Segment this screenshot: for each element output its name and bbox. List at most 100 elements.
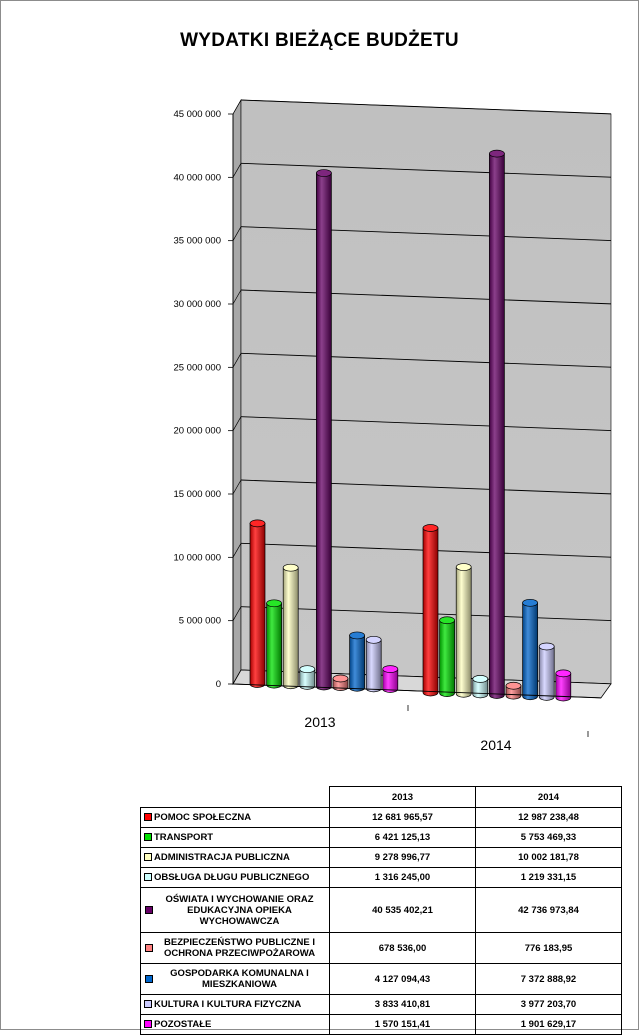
bar-top [249, 519, 266, 528]
bar-body [365, 639, 382, 693]
bar-3-2014 [472, 675, 489, 699]
legend-swatch [144, 873, 152, 882]
y-axis: 0 5 000 000 10 000 000 15 000 000 20 000 000… [173, 109, 234, 690]
value-cell-2014: 42 736 973,84 [475, 887, 622, 933]
gridline [240, 416, 612, 431]
legend-label: POMOC SPOŁECZNA [154, 811, 252, 823]
gridline [240, 289, 612, 305]
value-cell-2013: 1 570 151,41 [329, 1014, 476, 1035]
table-row: KULTURA I KULTURA FIZYCZNA 3 833 410,81 3 … [140, 994, 622, 1015]
legend-cell: TRANSPORT [140, 827, 330, 848]
bar-top [365, 635, 382, 644]
legend-label: OŚWIATA I WYCHOWANIE ORAZ EDUKACYJNA OPI… [165, 893, 314, 927]
gridline-side [232, 479, 242, 495]
table-header-2014: 2014 [475, 786, 622, 808]
gridline-side [232, 543, 242, 558]
value-cell-2013: 678 536,00 [329, 932, 476, 964]
legend-label: KULTURA I KULTURA FIZYCZNA [154, 998, 302, 1010]
legend-cell: ADMINISTRACJA PUBLICZNA [140, 847, 330, 868]
bar-body [522, 602, 538, 701]
y-tick-label: 35 000 000 [173, 236, 221, 247]
value-cell-2013: 3 833 410,81 [329, 994, 476, 1015]
bar-body [349, 635, 365, 692]
gridline-side [232, 606, 242, 621]
bar-8-2013 [382, 665, 399, 693]
gridline-side [232, 226, 242, 241]
x-category-label: 2013 [304, 714, 335, 730]
bar-top [439, 616, 455, 625]
table-row: POZOSTAŁE 1 570 151,41 1 901 629,17 [140, 1014, 622, 1035]
bar-top [316, 169, 332, 177]
y-tick-label: 20 000 000 [173, 426, 221, 437]
bar-top [455, 563, 472, 571]
bar-4-2014 [489, 149, 505, 699]
bar-7-2013 [365, 635, 382, 693]
gridline [240, 226, 612, 241]
bar-top [266, 599, 282, 608]
legend-cell: POZOSTAŁE [140, 1014, 330, 1035]
bar-top [555, 669, 572, 678]
legend-cell: KULTURA I KULTURA FIZYCZNA [140, 994, 330, 1015]
value-cell-2014: 7 372 888,92 [475, 963, 622, 995]
y-tick-label: 10 000 000 [173, 552, 221, 563]
bar-body [316, 172, 332, 691]
bar-body [538, 646, 555, 701]
table-row: OBSŁUGA DŁUGU PUBLICZNEGO 1 316 245,00 1 2… [140, 867, 622, 888]
gridline [240, 162, 612, 178]
bar-top [422, 524, 439, 532]
bars [249, 149, 572, 702]
bar-body [555, 673, 572, 702]
legend-cell: OŚWIATA I WYCHOWANIE ORAZ EDUKACYJNA OPI… [140, 887, 330, 933]
bar-top [522, 598, 538, 607]
gridline-side [232, 163, 242, 178]
bar-top [489, 149, 505, 158]
table-row: BEZPIECZEŃSTWO PUBLICZNE I OCHRONA PRZEC… [140, 932, 622, 964]
bar-chart-3d: 0 5 000 000 10 000 000 15 000 000 20 000 000… [173, 98, 612, 753]
legend-cell: POMOC SPOŁECZNA [140, 807, 330, 828]
value-cell-2013: 6 421 125,13 [329, 827, 476, 848]
legend-label: POZOSTAŁE [154, 1018, 212, 1030]
bar-body [249, 523, 266, 688]
x-axis-line [232, 683, 602, 699]
value-cell-2014: 10 002 181,78 [475, 847, 622, 868]
x-axis: 2013 2014 [232, 683, 602, 753]
bar-0-2013 [249, 519, 266, 688]
bar-top [538, 642, 555, 651]
value-cell-2013: 9 278 996,77 [329, 847, 476, 868]
bar-0-2014 [422, 524, 439, 697]
bar-2-2013 [282, 563, 299, 690]
gridline [240, 99, 612, 115]
y-tick-label: 30 000 000 [173, 299, 221, 310]
y-tick-label: 0 [216, 679, 221, 690]
bar-body [455, 566, 472, 698]
legend-swatch [144, 1000, 152, 1009]
value-cell-2014: 3 977 203,70 [475, 994, 622, 1015]
legend-swatch [144, 1020, 152, 1029]
legend-label: OBSŁUGA DŁUGU PUBLICZNEGO [154, 871, 310, 883]
table-row: TRANSPORT 6 421 125,13 5 753 469,33 [140, 827, 622, 848]
bar-top [382, 665, 399, 673]
bar-4-2013 [316, 169, 332, 691]
bar-body [282, 567, 299, 690]
legend-label: BEZPIECZEŃSTWO PUBLICZNE I OCHRONA PRZEC… [163, 937, 316, 959]
bar-top [282, 563, 299, 572]
y-tick-label: 5 000 000 [179, 616, 221, 627]
bar-2-2014 [455, 563, 472, 698]
legend-swatch [144, 833, 152, 842]
table-header-2013: 2013 [329, 786, 476, 808]
bar-8-2014 [555, 669, 572, 702]
bar-top [332, 674, 349, 683]
bar-body [439, 619, 455, 697]
legend-label: GOSPODARKA KOMUNALNA I MIESZKANIOWA [170, 968, 309, 990]
chart-title: WYDATKI BIEŻĄCE BUDŻETU [180, 30, 459, 51]
gridline-side [232, 289, 242, 305]
gridline-side [232, 353, 242, 368]
bar-body [266, 602, 282, 689]
legend-swatch [144, 944, 153, 952]
legend-swatch [144, 906, 153, 914]
legend-label: TRANSPORT [154, 831, 214, 843]
legend-swatch [144, 813, 152, 822]
value-cell-2013: 1 316 245,00 [329, 867, 476, 888]
table-corner [140, 786, 330, 808]
legend-cell: OBSŁUGA DŁUGU PUBLICZNEGO [140, 867, 330, 888]
